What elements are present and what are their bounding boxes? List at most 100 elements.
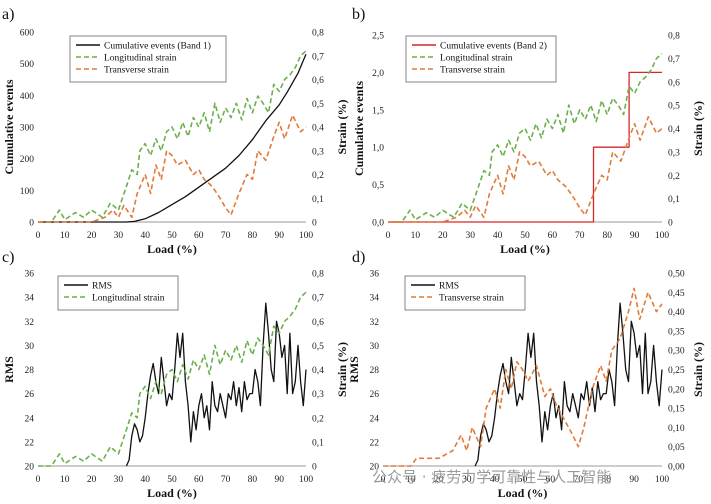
chart-panel-a: a) 0 10 20 30 40 50 60 70 80 90 100 0 100 200 300 400 500… <box>2 6 349 256</box>
legend-entry: RMS <box>439 282 459 292</box>
legend-entry: Longitudinal strain <box>440 54 513 64</box>
y2-tick-label: 0,5 <box>668 102 680 112</box>
y-tick-label: 600 <box>20 29 35 39</box>
x-tick-label: 10 <box>406 475 416 485</box>
legend-box <box>69 35 227 83</box>
x-tick-label: 50 <box>167 475 177 485</box>
legend-entry: Longitudinal strain <box>92 294 165 304</box>
series-transverse-strain <box>38 114 307 223</box>
legend: Cumulative events (Band 1) Longitudinal s… <box>69 35 227 83</box>
x-tick-label: 40 <box>493 231 503 241</box>
y-tick-label: 28 <box>25 366 35 376</box>
y2-tick-label: 0,25 <box>668 366 685 376</box>
x-tick-label: 90 <box>629 475 639 485</box>
y-tick-label: 36 <box>370 270 380 280</box>
y-tick-label: 24 <box>370 414 380 424</box>
x-tick-label: 0 <box>386 231 391 241</box>
y2-tick-label: 0,1 <box>312 195 324 205</box>
y2-tick-label: 0,6 <box>312 318 324 328</box>
y2-tick-label: 0,3 <box>312 147 324 157</box>
y2-tick-label: 0,35 <box>668 327 685 337</box>
y-tick-label: 300 <box>20 124 35 134</box>
y2-axis-label: Strain (%) <box>335 100 349 155</box>
x-axis-label: Load (%) <box>498 486 548 500</box>
y2-tick-label: 0,30 <box>668 347 685 357</box>
x-tick-label: 40 <box>490 475 500 485</box>
panel-label: c) <box>2 249 14 266</box>
x-tick-label: 40 <box>140 475 150 485</box>
y2-tick-label: 0,6 <box>668 78 680 88</box>
series-cumulative-events-band-1 <box>38 53 307 223</box>
series-rms <box>474 302 663 467</box>
y-tick-label: 0 <box>29 219 34 229</box>
y2-tick-label: 0,4 <box>312 366 324 376</box>
y2-tick-label: 0,2 <box>668 172 680 182</box>
y2-tick-label: 0,3 <box>312 390 324 400</box>
y-tick-label: 0,5 <box>372 181 384 191</box>
x-tick-label: 50 <box>167 231 177 241</box>
y2-tick-label: 0,4 <box>668 125 680 135</box>
series-transverse-strain <box>383 287 663 467</box>
x-tick-label: 30 <box>462 475 472 485</box>
x-tick-label: 90 <box>274 475 284 485</box>
y2-tick-label: 0,8 <box>312 270 324 280</box>
legend: RMS Transverse strain <box>404 275 526 311</box>
x-tick-label: 60 <box>548 231 558 241</box>
y2-axis-label: Strain (%) <box>335 342 349 397</box>
y2-tick-label: 0,1 <box>668 195 680 205</box>
y2-tick-label: 0,50 <box>668 270 685 280</box>
y-tick-label: 32 <box>370 318 380 328</box>
y-tick-label: 400 <box>20 92 35 102</box>
y2-tick-label: 0,05 <box>668 443 685 453</box>
y-tick-label: 500 <box>20 60 35 70</box>
x-tick-label: 90 <box>630 231 640 241</box>
y-tick-label: 0,0 <box>372 219 384 229</box>
y2-tick-label: 0,40 <box>668 308 685 318</box>
x-tick-label: 100 <box>299 231 314 241</box>
y2-tick-label: 0,3 <box>668 148 680 158</box>
y-tick-label: 2,0 <box>372 69 384 79</box>
y-axis-label: Cumulative events <box>2 79 16 174</box>
y2-axis-label: Strain (%) <box>691 342 705 397</box>
x-axis-label: Load (%) <box>500 242 550 256</box>
series-transverse-strain <box>388 116 663 223</box>
legend-entry: Transverse strain <box>440 66 505 76</box>
y2-tick-label: 0,8 <box>312 29 324 39</box>
legend-box <box>405 35 557 83</box>
x-tick-label: 20 <box>438 231 448 241</box>
panel-label: d) <box>352 249 365 266</box>
legend-entry: Transverse strain <box>104 66 169 76</box>
x-tick-label: 0 <box>36 475 41 485</box>
y-axis-label: RMS <box>2 356 16 383</box>
x-tick-label: 40 <box>140 231 150 241</box>
x-tick-label: 20 <box>87 231 97 241</box>
y2-tick-label: 0,2 <box>312 171 324 181</box>
panel-label: a) <box>2 6 14 23</box>
y-tick-label: 26 <box>370 390 380 400</box>
x-tick-label: 50 <box>518 475 528 485</box>
y-tick-label: 24 <box>25 414 35 424</box>
x-tick-label: 10 <box>411 231 421 241</box>
series-cumulative-events-band-2 <box>388 71 662 223</box>
x-tick-label: 100 <box>299 475 314 485</box>
x-tick-label: 60 <box>194 231 204 241</box>
legend-entry: Cumulative events (Band 2) <box>440 41 547 52</box>
x-tick-label: 70 <box>574 475 584 485</box>
x-tick-label: 60 <box>546 475 556 485</box>
y2-tick-label: 0 <box>312 463 317 473</box>
x-tick-label: 70 <box>575 231 585 241</box>
legend-entry: RMS <box>92 282 112 292</box>
x-tick-label: 80 <box>601 475 611 485</box>
x-tick-label: 60 <box>194 475 204 485</box>
y2-tick-label: 0,8 <box>668 32 680 42</box>
y2-tick-label: 0,6 <box>312 76 324 86</box>
y-tick-label: 36 <box>25 270 35 280</box>
y-tick-label: 20 <box>370 463 380 473</box>
y2-tick-label: 0,10 <box>668 424 685 434</box>
y2-tick-label: 0,20 <box>668 385 685 395</box>
y2-tick-label: 0,4 <box>312 124 324 134</box>
series-longitudinal-strain <box>388 53 663 223</box>
legend-entry: Longitudinal strain <box>104 54 177 64</box>
x-tick-label: 20 <box>434 475 444 485</box>
y-tick-label: 28 <box>370 366 380 376</box>
